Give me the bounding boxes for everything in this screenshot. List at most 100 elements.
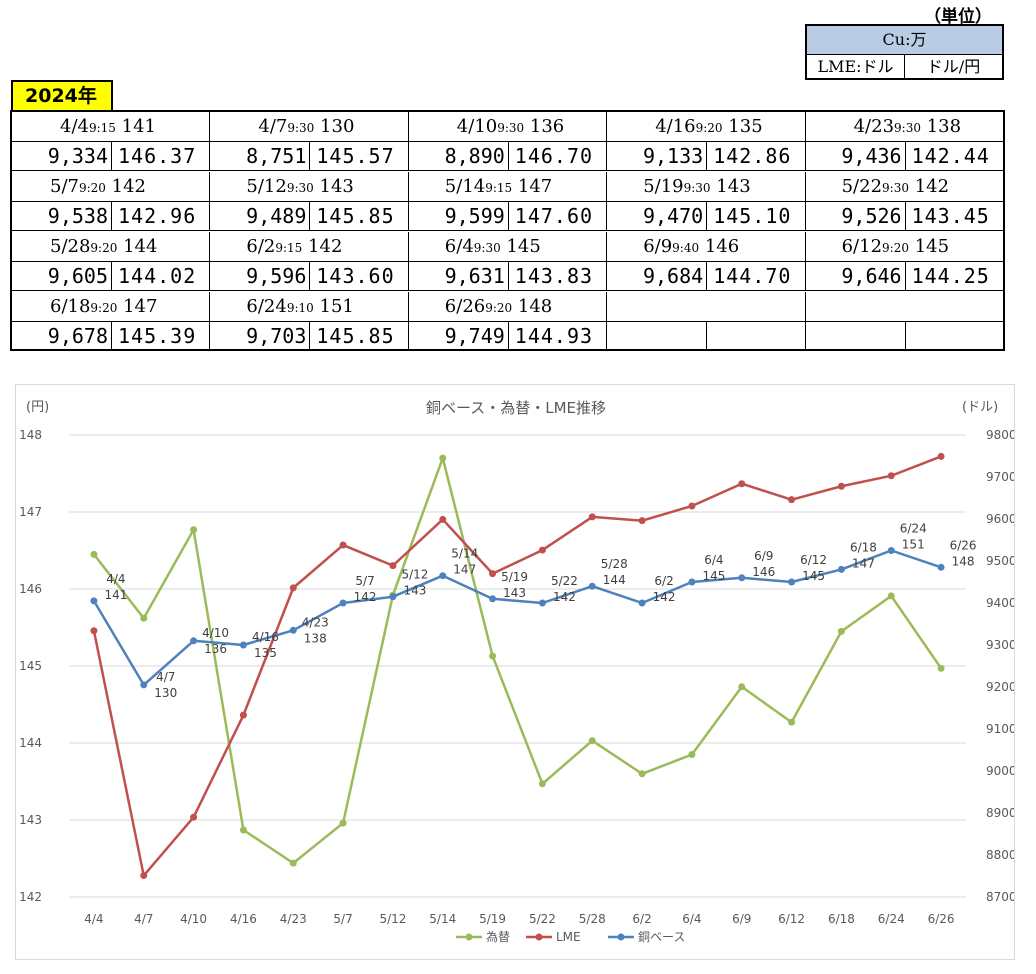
data-label-value: 138: [304, 631, 327, 645]
rate-cell-fx: 145.10: [707, 202, 806, 231]
rate-date: 6/9: [643, 236, 673, 257]
rate-cell-fx: 142.44: [905, 142, 1004, 171]
rate-cell-fx: 144.25: [905, 262, 1004, 291]
data-point: [489, 652, 497, 660]
rate-time: 9:30: [473, 241, 501, 255]
rate-base: 143: [319, 176, 354, 197]
rate-base: 146: [704, 236, 740, 257]
data-point: [738, 574, 746, 582]
data-label-date: 4/16: [252, 630, 279, 644]
data-point: [638, 770, 646, 778]
rate-cell-lme: 9,596: [210, 262, 311, 291]
data-point: [439, 454, 447, 462]
series-line: [92, 456, 943, 865]
rate-time: 9:15: [275, 241, 303, 255]
legend-marker: [535, 933, 543, 941]
rate-cell-lme: 9,526: [805, 202, 906, 231]
data-label-date: 6/4: [704, 553, 723, 567]
rate-base: 143: [716, 176, 751, 197]
y-left-tick-label: 145: [19, 659, 42, 673]
data-label-date: 6/26: [950, 538, 977, 552]
data-point: [638, 517, 646, 525]
rate-cell-fx: [707, 322, 806, 351]
rate-cell-header: 6/29:15 142: [210, 232, 409, 262]
rate-cell-header: 5/79:20 142: [12, 172, 211, 202]
rate-date: 4/23: [853, 116, 895, 137]
x-tick-label: 4/7: [134, 912, 153, 926]
data-point: [538, 780, 546, 788]
y-left-tick-label: 144: [19, 736, 42, 750]
data-point: [239, 641, 247, 649]
data-label-date: 6/12: [800, 553, 827, 567]
rate-base: 145: [914, 236, 950, 257]
rate-cell-lme: 9,436: [805, 142, 906, 171]
x-tick-label: 5/22: [529, 912, 556, 926]
data-label-value: 135: [254, 646, 277, 660]
rate-date: 4/16: [655, 116, 696, 137]
data-point: [887, 592, 895, 600]
data-label-date: 5/19: [501, 570, 528, 584]
rate-cell-lme: 9,703: [210, 322, 311, 351]
data-label-value: 143: [403, 584, 426, 598]
data-point: [937, 563, 945, 571]
data-label-date: 4/7: [156, 670, 175, 684]
rate-date: 6/24: [246, 296, 287, 317]
rate-cell-fx: 143.83: [508, 262, 608, 291]
rate-time: 9:15: [88, 121, 116, 135]
rate-cell-fx: 143.45: [905, 202, 1004, 231]
data-label-value: 146: [752, 565, 775, 579]
rate-cell-lme: 9,133: [607, 142, 708, 171]
rate-cell-fx: 145.85: [310, 322, 409, 351]
data-point: [289, 626, 297, 634]
y-right-tick-label: 9400: [986, 596, 1014, 610]
rate-base: 142: [111, 176, 147, 197]
fx-unit-label: ドル/円: [926, 57, 981, 76]
rate-date: 6/12: [841, 236, 883, 257]
series-line: [92, 455, 942, 877]
data-point: [538, 546, 546, 554]
rate-date: 6/2: [246, 236, 276, 257]
rate-base: 147: [123, 296, 158, 317]
data-point: [339, 819, 347, 827]
x-tick-label: 5/12: [379, 912, 406, 926]
rate-date: 4/7: [258, 116, 288, 137]
rate-cell-fx: 144.93: [509, 322, 608, 351]
rate-time: 9:30: [286, 181, 314, 195]
rate-cell-header: 5/129:30 143: [210, 172, 409, 202]
rate-cell-header: 5/289:20 144: [12, 232, 211, 262]
data-label-date: 6/2: [654, 574, 673, 588]
x-tick-label: 5/28: [579, 912, 606, 926]
rate-cell-header: 6/99:40 146: [607, 232, 806, 262]
rate-cell-lme: 9,678: [12, 322, 112, 351]
rate-date: 6/4: [444, 236, 474, 257]
y-left-axis-title: (円): [26, 400, 49, 415]
data-label-value: 145: [802, 569, 825, 583]
rate-cell-header: 6/49:30 145: [408, 232, 608, 262]
rate-cell-header: 4/239:30 138: [805, 112, 1004, 142]
x-tick-label: 6/2: [632, 912, 651, 926]
rate-time: 9:20: [695, 121, 723, 135]
data-point: [489, 570, 497, 578]
rate-cell-header: 4/79:30 130: [210, 112, 409, 142]
data-label-value: 142: [653, 590, 676, 604]
rate-time: 9:30: [287, 121, 315, 135]
data-point: [837, 482, 845, 490]
y-right-tick-label: 9100: [986, 722, 1014, 736]
data-label-date: 4/23: [302, 615, 329, 629]
rate-cell-header: 4/169:20 135: [607, 112, 806, 142]
rate-base: 130: [320, 116, 355, 137]
rate-date: 4/4: [60, 116, 89, 137]
legend-label: LME: [556, 930, 581, 944]
unit-heading: （単位）: [924, 7, 992, 27]
rate-cell-lme: 9,646: [805, 262, 906, 291]
rate-cell-header: 6/269:20 148: [408, 292, 608, 322]
data-point: [190, 526, 198, 534]
rate-time: 9:30: [497, 121, 525, 135]
unit-panel: Cu:万 LME:ドル ドル/円: [805, 24, 1004, 80]
cu-unit-label: Cu:万: [807, 26, 1002, 55]
y-right-tick-label: 8900: [986, 806, 1014, 820]
rate-time: 9:15: [485, 181, 513, 195]
data-label-value: 143: [503, 586, 526, 600]
data-point: [538, 599, 546, 607]
rate-cell-fx: 147.60: [508, 202, 608, 231]
